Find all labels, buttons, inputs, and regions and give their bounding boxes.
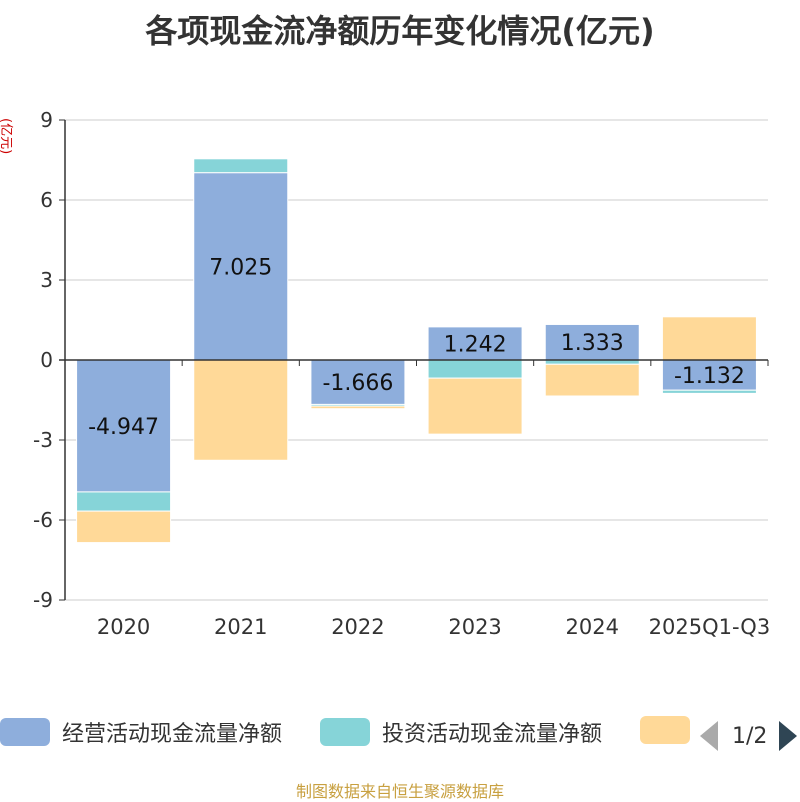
source-note: 制图数据来自恒生聚源数据库 [295,782,504,801]
bar-2025Q1-Q3-s2 [661,316,757,361]
legend-swatch-operating [0,718,50,746]
y-axis-title: (亿元) [0,118,13,154]
legend: 经营活动现金流量净额 投资活动现金流量净额 1/2 [0,716,800,756]
bar-2020-s0 [76,359,172,493]
bar-2023-s1 [427,359,523,379]
bar-2021-s1 [193,158,289,174]
bar-2024-s0 [544,323,640,361]
data-label-2025Q1-Q3: -1.132 [674,364,745,389]
legend-prev-page-icon[interactable] [700,721,718,751]
y-tick-label: -6 [33,508,53,532]
x-tick-label-2025Q1-Q3: 2025Q1-Q3 [649,615,771,639]
legend-item-investing[interactable]: 投资活动现金流量净额 [320,716,602,748]
y-tick-label: 9 [40,108,53,132]
legend-label-operating: 经营活动现金流量净额 [62,722,283,747]
legend-next-page-icon[interactable] [779,721,798,751]
legend-page-indicator: 1/2 [732,723,768,749]
legend-item-operating[interactable]: 经营活动现金流量净额 [0,716,282,748]
y-tick-label: 6 [40,188,53,212]
bar-2021-s2 [193,359,289,461]
x-tick-label-2023: 2023 [448,615,501,639]
bar-2020-s1 [76,491,172,512]
y-tick-label: -9 [33,588,53,612]
legend-pager: 1/2 [700,718,798,754]
data-label-2024: 1.333 [561,331,624,356]
x-tick-label-2024: 2024 [566,615,619,639]
y-tick-label: 3 [40,268,53,292]
bar-2024-s2 [544,363,640,397]
y-tick-label: 0 [40,348,53,372]
y-tick-label: -3 [33,428,53,452]
chart-area: (亿元) 9 6 3 0 -3 -6 -9 -4.947 7.025 -1.666 1.242 1.33… [0,108,771,639]
data-label-2022: -1.666 [322,371,393,396]
legend-label-investing: 投资活动现金流量净额 [382,722,603,747]
legend-item-financing[interactable] [640,716,702,744]
bar-2023-s0 [427,326,523,361]
bar-2023-s2 [427,377,523,435]
data-label-2020: -4.947 [88,415,159,440]
chart-title: 各项现金流净额历年变化情况(亿元) [145,12,655,50]
x-tick-label-2020: 2020 [97,615,150,639]
data-label-2023: 1.242 [444,332,507,357]
x-tick-label-2022: 2022 [331,615,384,639]
data-label-2021: 7.025 [209,255,272,280]
bar-2025Q1-Q3-s1 [661,389,757,394]
x-tick-label-2021: 2021 [214,615,267,639]
legend-swatch-financing [640,716,690,744]
legend-swatch-investing [320,718,370,746]
bar-2022-s2 [310,405,406,410]
bar-2020-s2 [76,510,172,544]
